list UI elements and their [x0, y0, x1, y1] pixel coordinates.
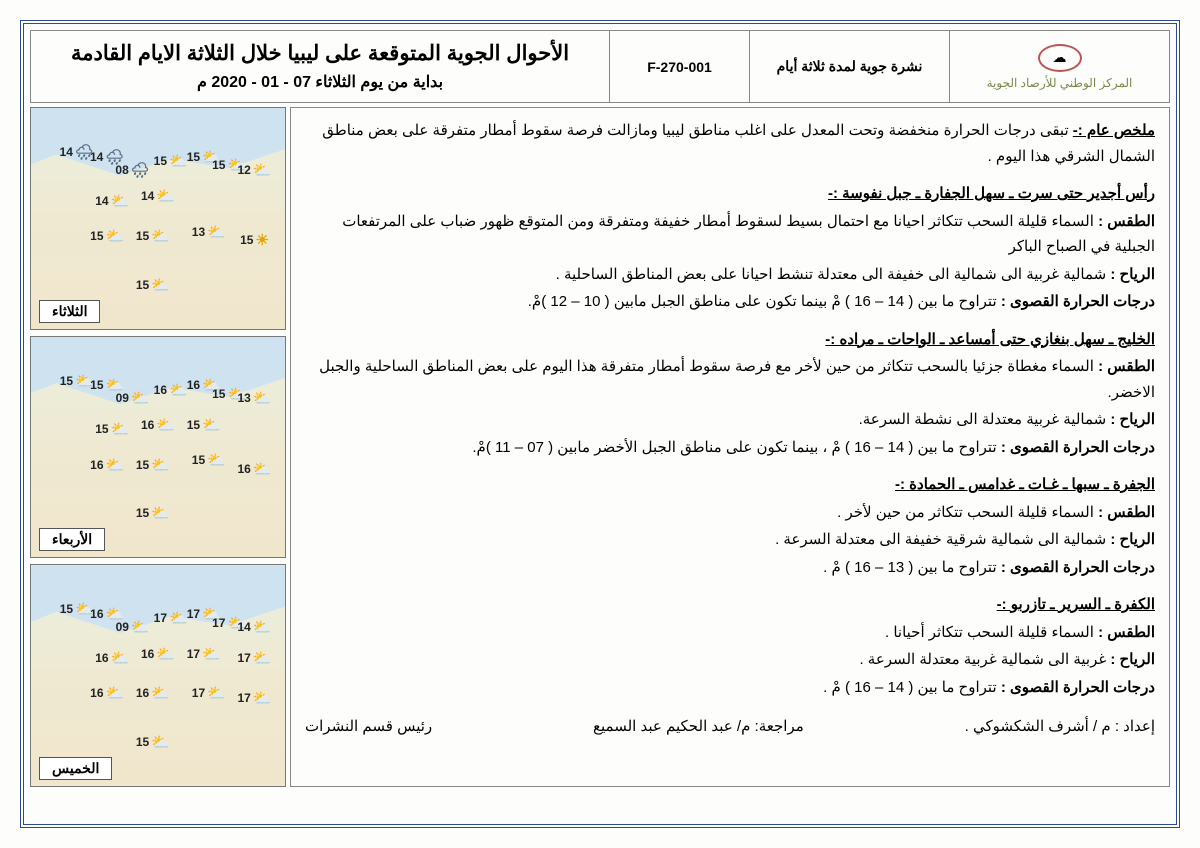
- map-point: ⛅13: [237, 389, 271, 407]
- title-cell: الأحوال الجوية المتوقعة على ليبيا خلال ا…: [31, 31, 609, 102]
- temp-line: درجات الحرارة القصوى : تتراوح ما بين ( 1…: [305, 675, 1155, 701]
- weather-line: الطقس : السماء قليلة السحب تتكاثر احيانا…: [305, 209, 1155, 260]
- section-head: رئيس قسم النشرات: [305, 714, 432, 740]
- org-cell: ☁ المركز الوطني للأرصاد الجوية: [949, 31, 1169, 102]
- map-point: ⛅15: [187, 416, 221, 434]
- map-point: ⛅15: [60, 372, 94, 390]
- map-point: ⛅13: [192, 223, 226, 241]
- day-label: الثلاثاء: [39, 300, 100, 323]
- map-point: ⛅12: [237, 161, 271, 179]
- weather-line: الطقس : السماء مغطاة جزئيا بالسحب تتكاثر…: [305, 354, 1155, 405]
- map-point: ⛅14: [141, 187, 175, 205]
- map-point: ⛅17: [237, 649, 271, 667]
- org-name: المركز الوطني للأرصاد الجوية: [987, 76, 1133, 90]
- summary-para: ملخص عام :- تبقى درجات الحرارة منخفضة وت…: [305, 118, 1155, 169]
- map-point: ⛅17: [187, 645, 221, 663]
- region-title: الخليج ـ سهل بنغازي حتى أمساعد ـ الواحات…: [305, 327, 1155, 353]
- map-point: ⛅16: [136, 684, 170, 702]
- date-line: بداية من يوم الثلاثاء 07 - 01 - 2020 م: [197, 72, 443, 92]
- summary-text: تبقى درجات الحرارة منخفضة وتحت المعدل عل…: [322, 122, 1155, 165]
- map-point: ⛅15: [90, 227, 124, 245]
- map-point: ⛅16: [154, 381, 188, 399]
- bulletin-type: نشرة جوية لمدة ثلاثة أيام: [749, 31, 949, 102]
- map-point: ⛅17: [192, 684, 226, 702]
- forecast-map: 🌧14🌧14🌧08⛅15⛅15⛅15⛅12⛅14⛅14⛅15⛅15⛅13☀15⛅…: [30, 107, 286, 330]
- weather-line: الطقس : السماء قليلة السحب تتكاثر من حين…: [305, 500, 1155, 526]
- body-row: ملخص عام :- تبقى درجات الحرارة منخفضة وت…: [30, 107, 1170, 787]
- map-point: ⛅15: [154, 152, 188, 170]
- map-point: ⛅16: [237, 460, 271, 478]
- map-point: 🌧14: [60, 143, 94, 161]
- map-point: ☀15: [240, 231, 269, 249]
- map-point: ⛅09: [116, 618, 150, 636]
- region-title: الكفرة ـ السرير ـ تازربو :-: [305, 592, 1155, 618]
- reviewed-by: مراجعة: م/ عبد الحكيم عبد السميع: [593, 714, 804, 740]
- document-frame: ☁ المركز الوطني للأرصاد الجوية نشرة جوية…: [20, 20, 1180, 828]
- wind-line: الرياح : شمالية غربية معتدلة الى نشطة ال…: [305, 407, 1155, 433]
- forecast-map: ⛅15⛅15⛅09⛅16⛅16⛅15⛅13⛅15⛅16⛅15⛅16⛅15⛅15⛅…: [30, 336, 286, 559]
- map-point: 🌧08: [115, 161, 149, 179]
- region-title: رأس أجدير حتى سرت ـ سهل الجفارة ـ جبل نف…: [305, 181, 1155, 207]
- map-point: ⛅16: [90, 456, 124, 474]
- map-point: ⛅15: [192, 451, 226, 469]
- map-point: ⛅14: [237, 618, 271, 636]
- logo-icon: ☁: [1038, 44, 1082, 72]
- map-point: ⛅15: [95, 420, 129, 438]
- prepared-by: إعداد : م / أشرف الشكشوكي .: [965, 714, 1155, 740]
- map-point: ⛅16: [141, 416, 175, 434]
- wind-line: الرياح : شمالية الى شمالية شرقية خفيفة ا…: [305, 527, 1155, 553]
- summary-label: ملخص عام :-: [1073, 122, 1155, 139]
- wind-line: الرياح : غربية الى شمالية غربية معتدلة ا…: [305, 647, 1155, 673]
- map-point: ⛅14: [95, 192, 129, 210]
- doc-code: F-270-001: [609, 31, 749, 102]
- map-point: ⛅15: [136, 227, 170, 245]
- temp-line: درجات الحرارة القصوى : تتراوح ما بين ( 1…: [305, 435, 1155, 461]
- map-point: ⛅15: [136, 504, 170, 522]
- day-label: الخميس: [39, 757, 112, 780]
- map-point: ⛅09: [116, 389, 150, 407]
- map-point: ⛅17: [237, 689, 271, 707]
- temp-line: درجات الحرارة القصوى : تتراوح ما بين ( 1…: [305, 555, 1155, 581]
- maps-column: 🌧14🌧14🌧08⛅15⛅15⛅15⛅12⛅14⛅14⛅15⛅15⛅13☀15⛅…: [30, 107, 290, 787]
- map-point: ⛅15: [60, 600, 94, 618]
- footer-row: إعداد : م / أشرف الشكشوكي . مراجعة: م/ ع…: [305, 714, 1155, 740]
- weather-line: الطقس : السماء قليلة السحب تتكاثر أحيانا…: [305, 620, 1155, 646]
- temp-line: درجات الحرارة القصوى : تتراوح ما بين ( 1…: [305, 289, 1155, 315]
- map-point: ⛅16: [95, 649, 129, 667]
- day-label: الأربعاء: [39, 528, 105, 551]
- wind-line: الرياح : شمالية غربية الى شمالية الى خفي…: [305, 262, 1155, 288]
- map-point: ⛅16: [90, 684, 124, 702]
- map-point: ⛅17: [154, 609, 188, 627]
- map-point: ⛅16: [141, 645, 175, 663]
- main-title: الأحوال الجوية المتوقعة على ليبيا خلال ا…: [71, 41, 569, 66]
- header-row: ☁ المركز الوطني للأرصاد الجوية نشرة جوية…: [30, 30, 1170, 103]
- map-point: ⛅15: [136, 733, 170, 751]
- map-point: ⛅15: [136, 276, 170, 294]
- forecast-text: ملخص عام :- تبقى درجات الحرارة منخفضة وت…: [290, 107, 1170, 787]
- region-title: الجفرة ـ سبها ـ غـات ـ غدامس ـ الحمادة :…: [305, 472, 1155, 498]
- forecast-map: ⛅15⛅16⛅09⛅17⛅17⛅17⛅14⛅16⛅16⛅17⛅17⛅16⛅16⛅…: [30, 564, 286, 787]
- map-point: ⛅15: [136, 456, 170, 474]
